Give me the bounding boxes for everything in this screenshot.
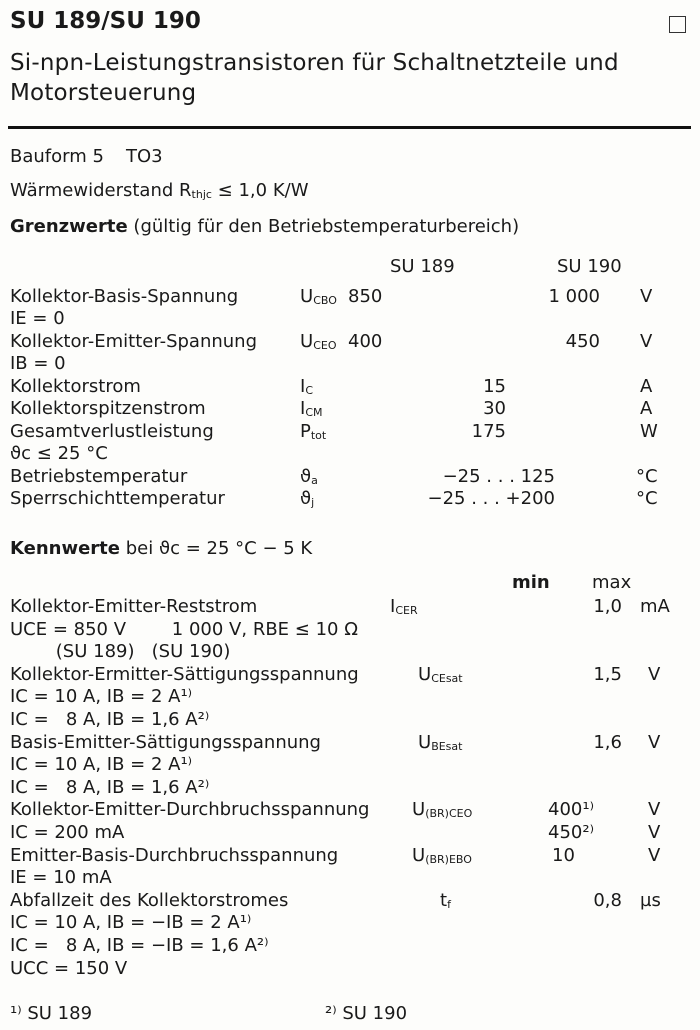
value-min: 450²⁾ — [548, 822, 594, 843]
row-label: Gesamtverlustleistung — [10, 421, 214, 442]
value-common: −25 . . . 125 — [442, 466, 555, 487]
symbol: U(BR)EBO — [412, 844, 472, 866]
checkbox-icon — [669, 16, 686, 33]
value-common: −25 . . . +200 — [427, 488, 555, 509]
symbol: tf — [440, 889, 451, 911]
value-min: 400¹⁾ — [548, 799, 594, 821]
row-label: ϑc ≤ 25 °C — [10, 443, 108, 464]
waerme-value: ≤ 1,0 K/W — [217, 180, 309, 201]
grenzwerte-heading: Grenzwerte (gültig für den Betriebstempe… — [10, 216, 520, 237]
symbol: ICER — [390, 596, 418, 617]
row-label: IC = 10 A, IB = 2 A¹⁾ — [10, 754, 193, 776]
row-label: IC = 10 A, IB = 2 A¹⁾ — [10, 686, 193, 708]
row-label: (SU 189) (SU 190) — [10, 641, 231, 663]
value-su189: 850 — [348, 286, 383, 307]
unit: °C — [636, 488, 658, 509]
value-su189: 400 — [348, 331, 383, 352]
row-label: Kollektor-Ermitter-Sättigungsspannung — [10, 663, 359, 685]
symbol: UCEsat — [418, 663, 463, 685]
row-label: IB = 0 — [10, 353, 66, 374]
footnote-1: ¹⁾ SU 189 — [10, 1003, 93, 1024]
row-label: Kollektor-Emitter-Reststrom — [10, 596, 258, 617]
row-label: IC = 8 A, IB = −IB = 1,6 A²⁾ — [10, 935, 269, 956]
row-label: IE = 10 mA — [10, 867, 112, 889]
col-su190: SU 190 — [557, 256, 622, 277]
unit: A — [640, 376, 653, 397]
unit: mA — [640, 596, 670, 617]
symbol: ϑj — [300, 488, 315, 509]
row-label: Abfallzeit des Kollektorstromes — [10, 889, 289, 911]
row-label: IC = 8 A, IB = 1,6 A²⁾ — [10, 776, 210, 798]
value-common: 30 — [483, 398, 506, 419]
col-max: max — [592, 572, 632, 593]
divider — [8, 126, 691, 129]
col-min: min — [512, 572, 550, 593]
unit: W — [640, 421, 658, 442]
subtitle-line2: Motorsteuerung — [10, 80, 197, 106]
row-label: Kollektorspitzenstrom — [10, 398, 206, 419]
row-label: Sperrschichttemperatur — [10, 488, 225, 509]
subtitle-line1: Si-npn-Leistungstransistoren für Schaltn… — [10, 50, 619, 76]
col-su189: SU 189 — [390, 256, 455, 277]
symbol: UCBO — [300, 286, 337, 307]
unit: V — [640, 331, 653, 352]
unit: A — [640, 398, 653, 419]
value-su190: 1 000 — [548, 286, 600, 307]
unit: V — [648, 731, 661, 753]
value-common: 175 — [471, 421, 506, 442]
row-label: Basis-Emitter-Sättigungsspannung — [10, 731, 321, 753]
unit: V — [648, 822, 661, 843]
symbol: IC — [300, 376, 313, 397]
value-max: 1,0 — [593, 596, 622, 617]
row-label: IC = 200 mA — [10, 822, 125, 843]
value-max: 0,8 — [593, 889, 622, 911]
row-label: UCE = 850 V 1 000 V, RBE ≤ 10 Ω — [10, 618, 358, 640]
symbol: U(BR)CEO — [412, 799, 473, 821]
row-label: Emitter-Basis-Durchbruchsspannung — [10, 844, 339, 866]
unit: V — [640, 286, 653, 307]
waerme-label: Wärmewiderstand — [10, 180, 174, 201]
unit: °C — [636, 466, 658, 487]
value-max: 1,5 — [593, 663, 622, 685]
row-label: Kollektor-Basis-Spannung — [10, 286, 239, 307]
row-label: Kollektorstrom — [10, 376, 141, 397]
value-common: 15 — [483, 376, 506, 397]
value-min: 10 — [552, 844, 575, 866]
unit: V — [648, 663, 661, 685]
row-label: IC = 8 A, IB = 1,6 A²⁾ — [10, 709, 210, 730]
row-label: IE = 0 — [10, 308, 65, 329]
waerme-symbol: Rthjc — [179, 180, 212, 201]
footnote-2: ²⁾ SU 190 — [325, 1003, 408, 1024]
unit: µs — [640, 889, 661, 911]
symbol: ICM — [300, 398, 323, 419]
symbol: ϑa — [300, 466, 318, 487]
waerme-row: Wärmewiderstand Rthjc ≤ 1,0 K/W — [10, 180, 309, 201]
row-label: IC = 10 A, IB = −IB = 2 A¹⁾ — [10, 912, 252, 934]
symbol: UBEsat — [418, 731, 463, 753]
row-label: Betriebstemperatur — [10, 466, 188, 487]
bauform-value: TO3 — [126, 146, 163, 167]
bauform-label: Bauform 5 — [10, 146, 104, 167]
value-su190: 450 — [565, 331, 600, 352]
symbol: UCEO — [300, 331, 337, 352]
value-max: 1,6 — [593, 731, 622, 753]
page-title: SU 189/SU 190 — [10, 8, 201, 34]
kennwerte-heading: Kennwerte bei ϑc = 25 °C − 5 K — [10, 538, 313, 559]
unit: V — [648, 844, 661, 866]
row-label: Kollektor-Emitter-Spannung — [10, 331, 258, 352]
row-label: UCC = 150 V — [10, 957, 128, 979]
row-label: Kollektor-Emitter-Durchbruchsspannung — [10, 799, 370, 821]
symbol: Ptot — [300, 421, 327, 442]
unit: V — [648, 799, 661, 821]
